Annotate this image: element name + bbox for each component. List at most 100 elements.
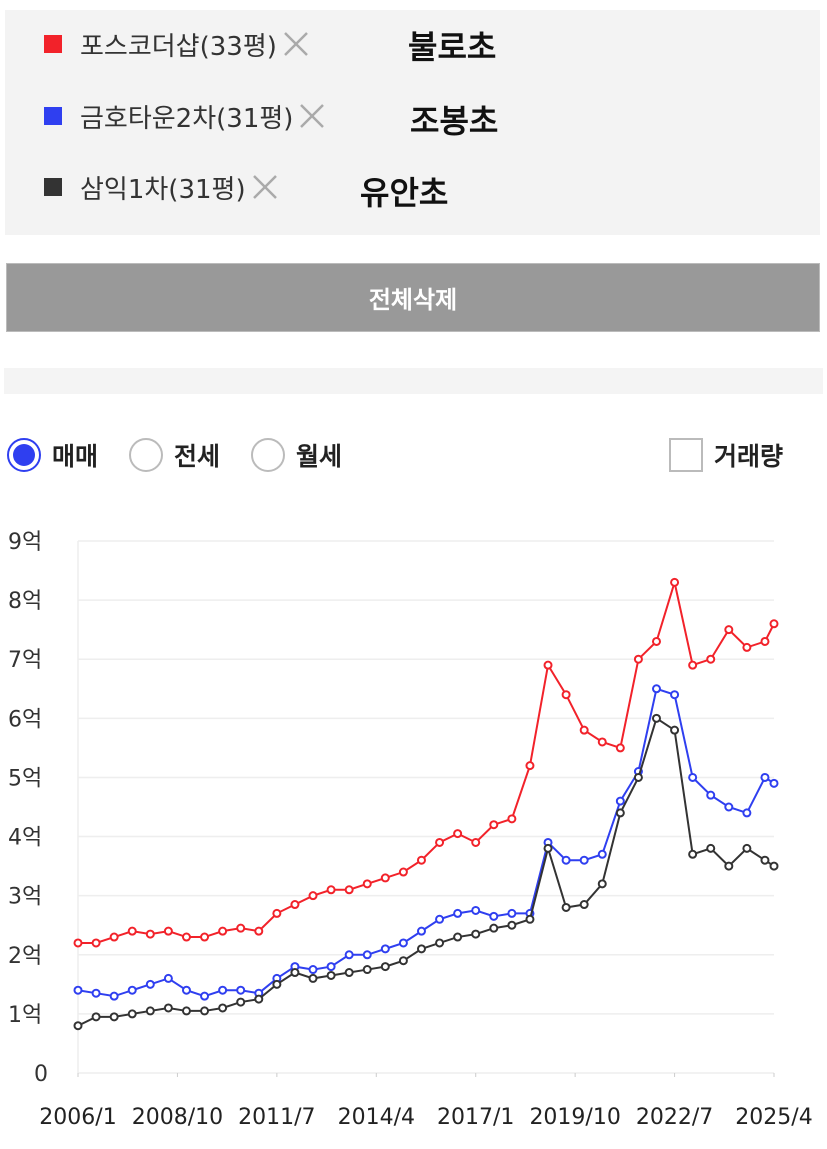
y-tick-label: 1억 [8, 1003, 42, 1028]
data-point [145, 929, 155, 939]
data-point [163, 1003, 173, 1013]
data-point [272, 979, 282, 989]
data-point [326, 962, 336, 972]
data-point [181, 985, 191, 995]
data-point [670, 690, 680, 700]
y-tick-label: 8억 [8, 589, 42, 614]
data-point [489, 911, 499, 921]
data-point [254, 994, 264, 1004]
data-point [742, 642, 752, 652]
data-point [127, 926, 137, 936]
data-point [200, 991, 210, 1001]
remove-button[interactable] [293, 101, 327, 131]
selection-item: 금호타운2차(31평) [44, 96, 327, 136]
data-point [344, 950, 354, 960]
data-point [769, 861, 779, 871]
data-point [453, 908, 463, 918]
data-point [73, 1021, 83, 1031]
data-point [597, 879, 607, 889]
data-point [525, 914, 535, 924]
data-point [543, 660, 553, 670]
data-point [163, 926, 173, 936]
series-line [77, 687, 775, 998]
data-point [615, 808, 625, 818]
data-point [91, 938, 101, 948]
radio-option[interactable]: 월세 [250, 436, 342, 474]
data-point [416, 855, 426, 865]
y-tick-label: 4억 [8, 826, 42, 851]
data-point [435, 837, 445, 847]
data-point [109, 932, 119, 942]
data-point [724, 625, 734, 635]
data-point [416, 944, 426, 954]
data-point [561, 902, 571, 912]
legend-label: 금호타운2차(31평) [80, 103, 294, 134]
data-point [688, 849, 698, 859]
data-point [724, 861, 734, 871]
data-point [615, 743, 625, 753]
data-point [236, 997, 246, 1007]
data-point [453, 829, 463, 839]
data-point [398, 867, 408, 877]
selection-box [5, 10, 820, 235]
note: 불로초 [408, 28, 497, 66]
remove-button[interactable] [246, 172, 280, 202]
x-tick-label: 2025/4 [735, 1105, 812, 1130]
data-point [163, 973, 173, 983]
x-tick-label: 2014/4 [338, 1105, 415, 1130]
radio-option[interactable]: 매매 [6, 436, 98, 474]
checkbox [669, 438, 703, 472]
x-tick-label: 2008/10 [132, 1105, 223, 1130]
legend-label: 포스코더샵(33평) [80, 31, 277, 62]
legend-label: 삼익1차(31평) [80, 174, 246, 205]
data-point [742, 808, 752, 818]
checkbox-option[interactable]: 거래량 [668, 436, 783, 474]
data-point [181, 932, 191, 942]
data-point [416, 926, 426, 936]
data-point [471, 905, 481, 915]
data-point [471, 929, 481, 939]
x-tick-label: 2006/1 [39, 1105, 116, 1130]
data-point [127, 1009, 137, 1019]
data-point [615, 796, 625, 806]
data-point [109, 1012, 119, 1022]
legend-swatch [44, 107, 62, 125]
remove-button[interactable] [277, 29, 311, 59]
data-point [344, 885, 354, 895]
radio [251, 438, 285, 472]
data-point [218, 926, 228, 936]
data-point [706, 790, 716, 800]
data-point [670, 725, 680, 735]
data-point [200, 932, 210, 942]
data-point [706, 654, 716, 664]
data-point [507, 814, 517, 824]
data-point [633, 654, 643, 664]
data-point [651, 713, 661, 723]
data-point [73, 985, 83, 995]
data-point [290, 900, 300, 910]
data-point [742, 843, 752, 853]
data-point [398, 938, 408, 948]
x-tick-label: 2019/10 [529, 1105, 620, 1130]
data-point [688, 772, 698, 782]
data-point [706, 843, 716, 853]
data-point [218, 985, 228, 995]
data-point [380, 944, 390, 954]
data-point [633, 772, 643, 782]
data-point [380, 962, 390, 972]
clear-button[interactable]: 전체삭제 [6, 263, 820, 332]
radio-label: 전세 [174, 442, 221, 471]
data-point [326, 885, 336, 895]
data-point [435, 938, 445, 948]
data-point [507, 908, 517, 918]
data-point [362, 950, 372, 960]
data-point [73, 938, 83, 948]
radio-option[interactable]: 전세 [128, 436, 220, 474]
checkbox-label: 거래량 [714, 442, 784, 471]
data-point [507, 920, 517, 930]
data-point [561, 855, 571, 865]
data-point [597, 849, 607, 859]
data-point [181, 1006, 191, 1016]
data-point [435, 914, 445, 924]
